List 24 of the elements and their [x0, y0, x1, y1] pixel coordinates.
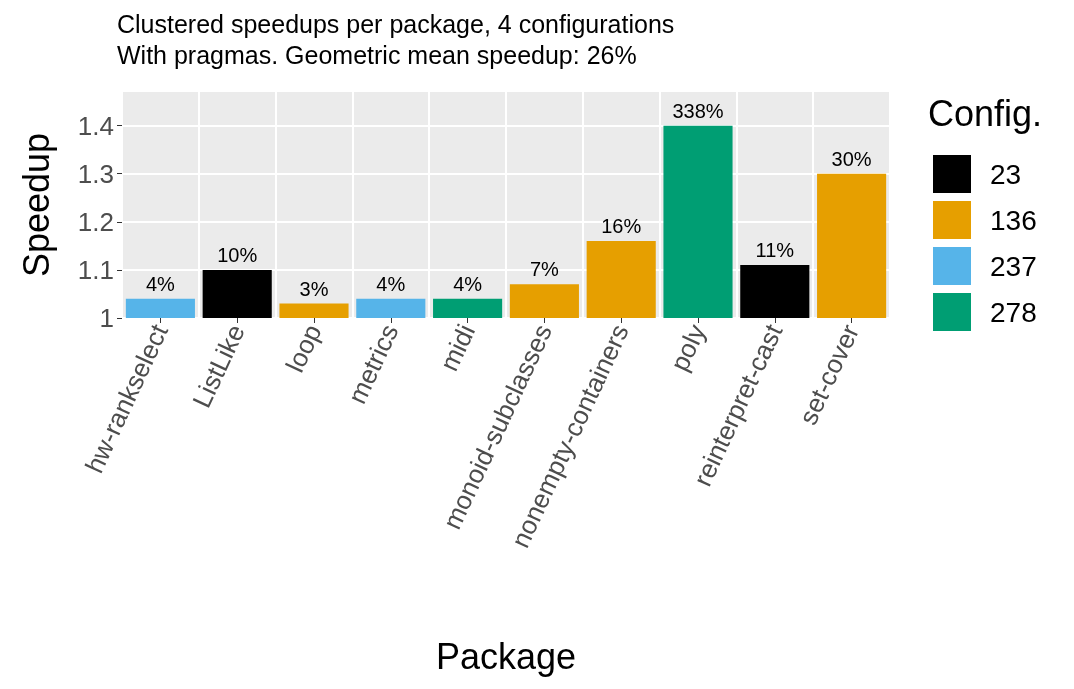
y-tick-label: 1.3: [77, 158, 114, 189]
text: 4%: [453, 272, 483, 295]
legend-label: 23: [990, 158, 1022, 190]
text: 4%: [376, 272, 406, 295]
text: 16%: [601, 215, 642, 238]
legend-label: 237: [990, 250, 1037, 282]
x-axis-title: Package: [435, 635, 577, 677]
text: 10%: [217, 243, 258, 266]
chart-title: Clustered speedups per package, 4 configurations: [117, 9, 675, 38]
legend-label: 136: [990, 204, 1037, 236]
y-tick-label: 1.2: [77, 206, 114, 237]
text: 7%: [529, 258, 559, 281]
legend-label: 278: [990, 296, 1037, 328]
y-tick-label: 1.4: [77, 110, 114, 141]
chart-subtitle: With pragmas. Geometric mean speedup: 26%: [117, 40, 637, 69]
legend-title: Config.: [928, 92, 1043, 134]
x-tick-label: loop: [279, 319, 328, 377]
y-tick-label: 1.1: [77, 254, 114, 285]
text: 11%: [755, 239, 795, 262]
text: 4%: [145, 272, 175, 295]
text: 338%: [672, 99, 724, 122]
text: 3%: [299, 277, 329, 300]
text: 30%: [831, 147, 872, 170]
y-axis-title: Speedup: [15, 132, 57, 278]
